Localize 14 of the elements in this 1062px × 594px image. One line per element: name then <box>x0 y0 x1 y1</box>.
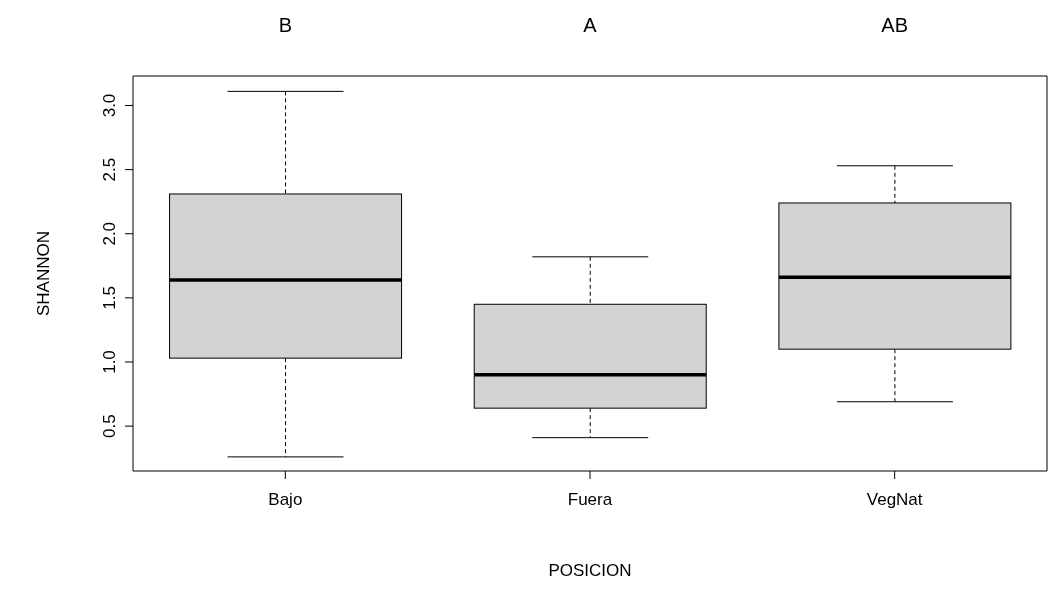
x-tick-label: Bajo <box>268 490 303 510</box>
y-tick-label: 0.5 <box>100 414 119 438</box>
y-axis-title: SHANNON <box>34 230 54 317</box>
x-tick-label: VegNat <box>866 490 923 510</box>
y-tick-label: 1.5 <box>100 286 119 310</box>
text: A <box>583 14 598 36</box>
y-tick-label: 2.5 <box>100 157 119 182</box>
x-tick-label: Fuera <box>567 490 613 510</box>
text: AB <box>881 14 909 36</box>
x-axis-title: POSICION <box>548 561 632 580</box>
y-tick-label: 2.0 <box>100 221 119 246</box>
text: B <box>278 14 293 36</box>
y-tick-label: 3.0 <box>100 93 119 118</box>
y-tick-label: 1.0 <box>100 350 119 374</box>
